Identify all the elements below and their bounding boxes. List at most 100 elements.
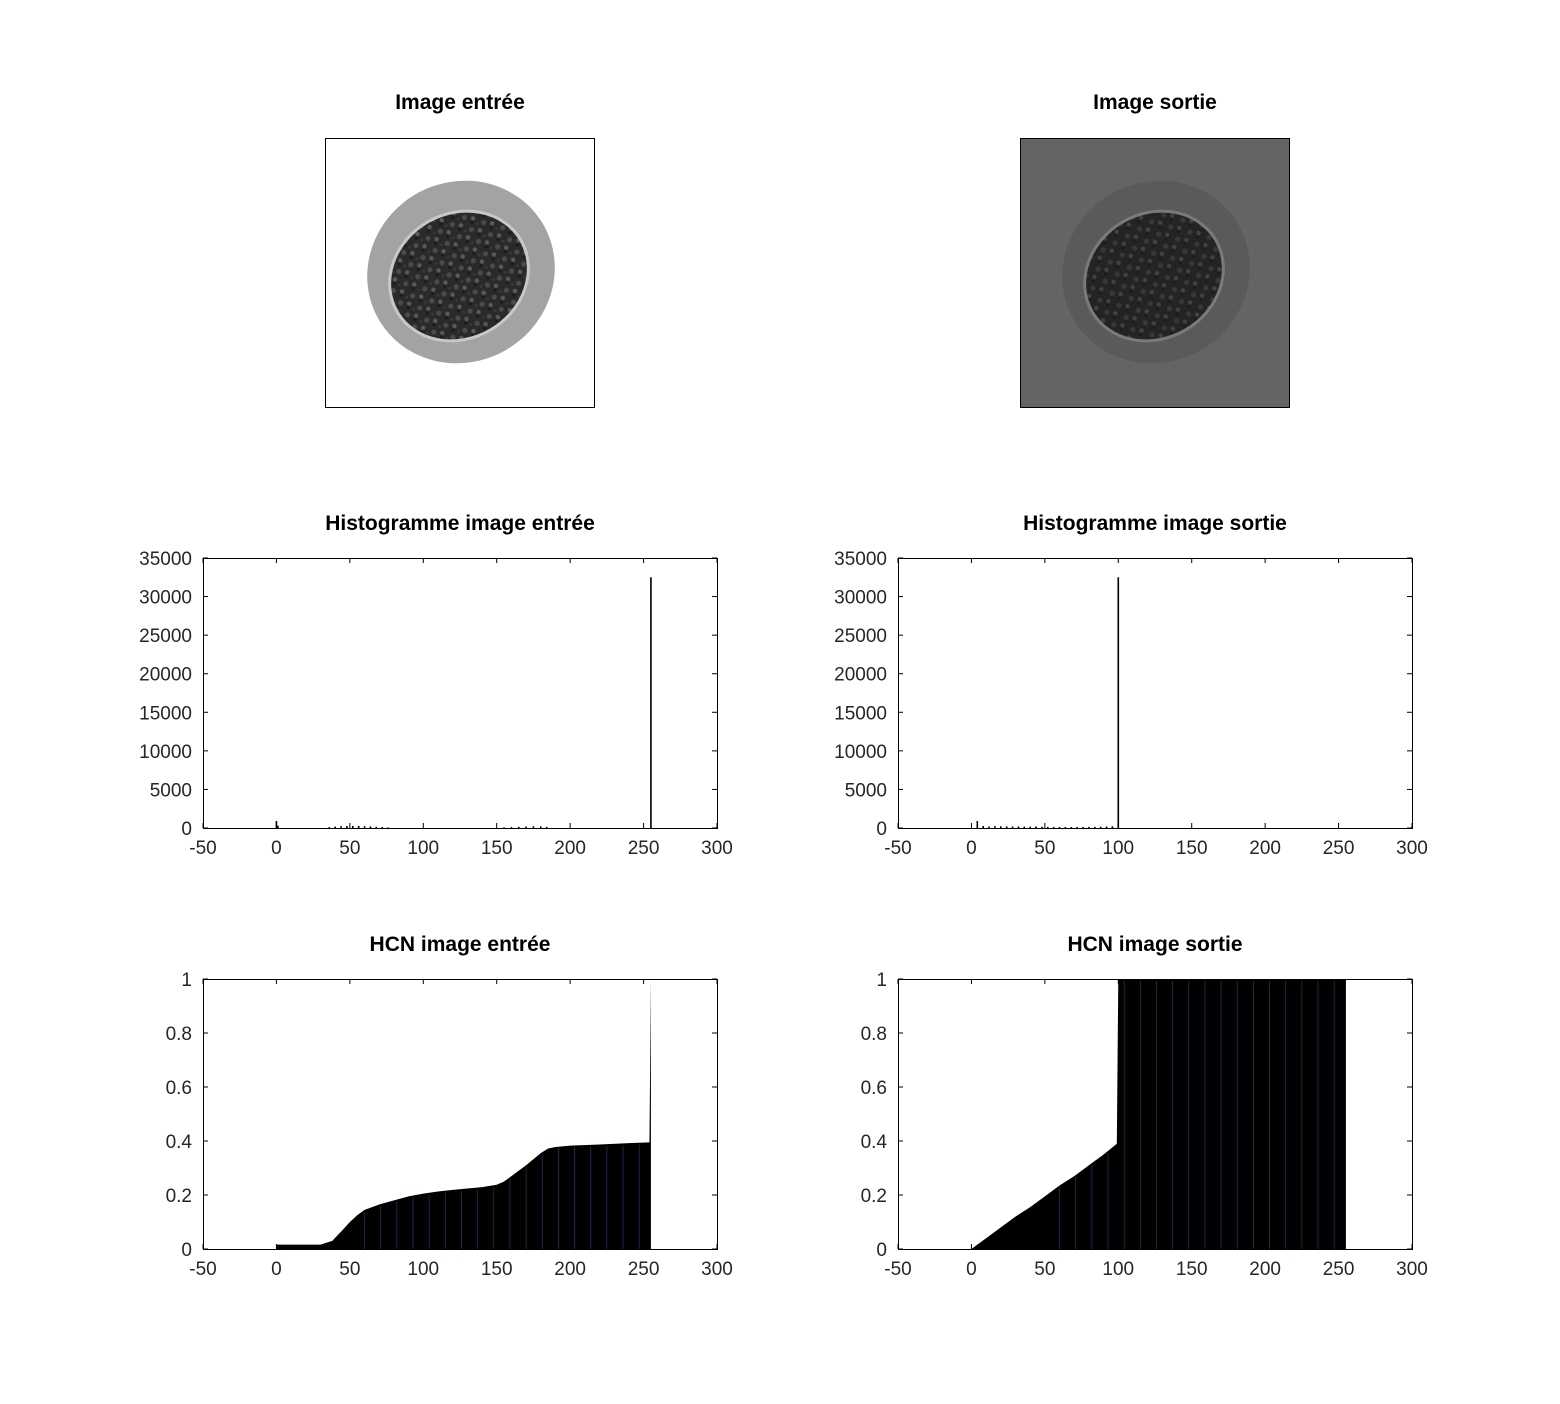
bar bbox=[334, 826, 336, 828]
x-tick-label: -50 bbox=[189, 1259, 216, 1280]
bar bbox=[277, 825, 279, 828]
bar bbox=[1041, 826, 1043, 828]
y-tick-label: 0.4 bbox=[166, 1132, 193, 1153]
hist-in-axes-box bbox=[203, 558, 718, 829]
bar bbox=[539, 826, 542, 828]
hcn-in-chart: -50 0 50 100 150 200 250 30000.20.40.60.81 bbox=[166, 970, 733, 1280]
x-tick-label: 0 bbox=[271, 838, 282, 859]
y-tick-label: 0.6 bbox=[861, 1078, 887, 1099]
x-tick-label: 250 bbox=[628, 1259, 660, 1280]
bar bbox=[994, 826, 996, 828]
x-tick-label: 50 bbox=[1034, 838, 1055, 859]
output-image-title: Image sortie bbox=[1093, 91, 1217, 114]
bar bbox=[387, 827, 389, 829]
x-tick-label: -50 bbox=[189, 838, 216, 859]
bar bbox=[532, 826, 535, 828]
bar bbox=[525, 826, 527, 828]
cumulative-area bbox=[276, 979, 651, 1249]
hcn-in-title: HCN image entrée bbox=[369, 933, 551, 956]
y-tick-label: 5000 bbox=[845, 780, 887, 801]
y-tick-label: 30000 bbox=[834, 588, 887, 609]
y-tick-label: 0 bbox=[181, 819, 192, 840]
bar bbox=[1076, 827, 1078, 828]
y-tick-label: 0.2 bbox=[861, 1186, 887, 1207]
x-tick-label: 300 bbox=[1396, 838, 1428, 859]
bar bbox=[351, 825, 354, 828]
output-cell-nucleus bbox=[1086, 212, 1222, 340]
hist-out-title: Histogramme image sortie bbox=[1023, 512, 1287, 535]
bar bbox=[1105, 826, 1108, 828]
bar bbox=[510, 827, 513, 828]
bar bbox=[1052, 826, 1055, 828]
bar bbox=[1017, 826, 1020, 828]
bar bbox=[650, 577, 652, 828]
input-cell-nucleus bbox=[391, 212, 527, 340]
x-tick-label: 250 bbox=[628, 838, 660, 859]
x-tick-label: 0 bbox=[271, 1259, 282, 1280]
x-tick-label: 50 bbox=[1034, 1259, 1055, 1280]
y-tick-label: 0.4 bbox=[861, 1132, 888, 1153]
bar bbox=[340, 826, 342, 828]
x-tick-label: 0 bbox=[966, 1259, 977, 1280]
bar bbox=[1070, 827, 1073, 828]
bar bbox=[1046, 826, 1049, 828]
bar bbox=[1117, 577, 1120, 828]
x-tick-label: 100 bbox=[407, 838, 439, 859]
bar bbox=[1023, 826, 1026, 828]
y-tick-label: 0 bbox=[181, 1240, 192, 1261]
hist-out-chart: -50 0 50 100 150 200 250 3000500010000150002000… bbox=[834, 549, 1428, 859]
y-tick-label: 0.8 bbox=[166, 1024, 192, 1045]
hcn-out-title: HCN image sortie bbox=[1067, 933, 1243, 956]
x-tick-label: 300 bbox=[701, 838, 733, 859]
y-tick-label: 0 bbox=[876, 1240, 887, 1261]
hist-in-title: Histogramme image entrée bbox=[325, 512, 595, 535]
y-tick-label: 0.6 bbox=[166, 1078, 192, 1099]
x-tick-label: -50 bbox=[884, 1259, 911, 1280]
x-tick-label: 100 bbox=[407, 1259, 439, 1280]
y-tick-label: 15000 bbox=[834, 703, 887, 724]
bar bbox=[363, 826, 366, 828]
x-tick-label: 50 bbox=[339, 838, 360, 859]
bar bbox=[503, 827, 505, 829]
bar bbox=[1111, 826, 1114, 828]
hcn-in-axes-box bbox=[203, 979, 718, 1250]
hcn-out-chart: -50 0 50 100 150 200 250 30000.20.40.60.81 bbox=[861, 970, 1428, 1280]
bar bbox=[328, 827, 331, 828]
y-tick-label: 10000 bbox=[139, 742, 192, 763]
y-tick-label: 0.8 bbox=[861, 1024, 887, 1045]
cumulative-area bbox=[971, 979, 1346, 1249]
x-tick-label: 150 bbox=[481, 1259, 513, 1280]
x-tick-label: 250 bbox=[1323, 838, 1355, 859]
y-tick-label: 20000 bbox=[139, 665, 192, 686]
x-tick-label: 50 bbox=[339, 1259, 360, 1280]
y-tick-label: 15000 bbox=[139, 703, 192, 724]
bar bbox=[357, 825, 360, 828]
input-image-title: Image entrée bbox=[395, 91, 525, 114]
y-tick-label: 10000 bbox=[834, 742, 887, 763]
bar bbox=[1088, 826, 1090, 828]
y-tick-label: 0 bbox=[876, 819, 887, 840]
bar bbox=[346, 825, 348, 828]
x-tick-label: 300 bbox=[1396, 1259, 1428, 1280]
x-tick-label: 100 bbox=[1102, 1259, 1134, 1280]
bar bbox=[545, 826, 548, 828]
bar bbox=[1011, 826, 1014, 828]
y-tick-label: 1 bbox=[876, 970, 887, 991]
hist-out-marks bbox=[976, 577, 1120, 828]
x-tick-label: 150 bbox=[1176, 838, 1208, 859]
bar bbox=[1099, 826, 1102, 828]
hcn-in-marks bbox=[276, 979, 651, 1249]
bar bbox=[1029, 826, 1031, 828]
x-tick-label: 0 bbox=[966, 838, 977, 859]
y-tick-label: 35000 bbox=[139, 549, 192, 570]
bar bbox=[381, 827, 383, 828]
hist-in-marks bbox=[275, 577, 652, 829]
bar bbox=[1064, 827, 1067, 828]
x-tick-label: 150 bbox=[1176, 1259, 1208, 1280]
bar bbox=[1093, 826, 1096, 828]
bar bbox=[1082, 827, 1084, 828]
y-tick-label: 5000 bbox=[150, 780, 192, 801]
hist-out-axes-box bbox=[898, 558, 1413, 829]
bar bbox=[1035, 826, 1037, 828]
y-tick-label: 0.2 bbox=[166, 1186, 192, 1207]
